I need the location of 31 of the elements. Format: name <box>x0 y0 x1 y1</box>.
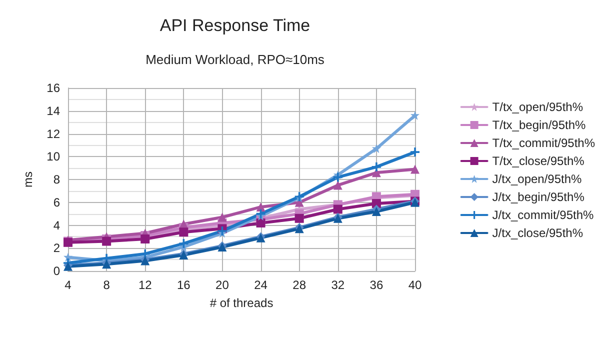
legend-label: J/tx_commit/95th% <box>492 208 594 222</box>
x-tick-label: 40 <box>408 278 422 292</box>
legend-label: T/tx_close/95th% <box>492 154 585 168</box>
x-tick-label: 24 <box>254 278 268 292</box>
x-tick-label: 32 <box>331 278 345 292</box>
x-tick-label: 4 <box>64 278 72 292</box>
y-tick-label: 4 <box>53 218 60 232</box>
legend-label: J/tx_open/95th% <box>492 172 582 186</box>
x-axis-title: # of threads <box>210 296 274 310</box>
x-tick-label: 8 <box>103 278 110 292</box>
y-tick-label: 14 <box>46 104 60 118</box>
chart-subtitle: Medium Workload, RPO≈10ms <box>146 52 325 67</box>
y-tick-label: 2 <box>53 241 60 256</box>
x-tick-label: 36 <box>370 278 384 292</box>
legend-label: T/tx_begin/95th% <box>492 118 586 132</box>
x-tick-label: 12 <box>138 278 152 292</box>
chart-title: API Response Time <box>160 16 310 35</box>
y-tick-label: 6 <box>53 195 60 210</box>
y-tick-label: 12 <box>46 126 60 141</box>
legend-label: J/tx_begin/95th% <box>492 190 585 204</box>
y-tick-label: 0 <box>53 264 60 278</box>
y-axis-title: ms <box>21 172 35 188</box>
legend-label: T/tx_open/95th% <box>492 100 584 114</box>
y-tick-label: 8 <box>53 172 60 186</box>
x-tick-label: 20 <box>216 278 230 292</box>
legend-label: J/tx_close/95th% <box>492 226 584 240</box>
y-tick-label: 16 <box>46 81 60 95</box>
y-tick-label: 10 <box>46 150 60 164</box>
legend-label: T/tx_commit/95th% <box>492 136 596 150</box>
x-tick-label: 28 <box>292 278 306 292</box>
x-tick-label: 16 <box>176 278 191 292</box>
